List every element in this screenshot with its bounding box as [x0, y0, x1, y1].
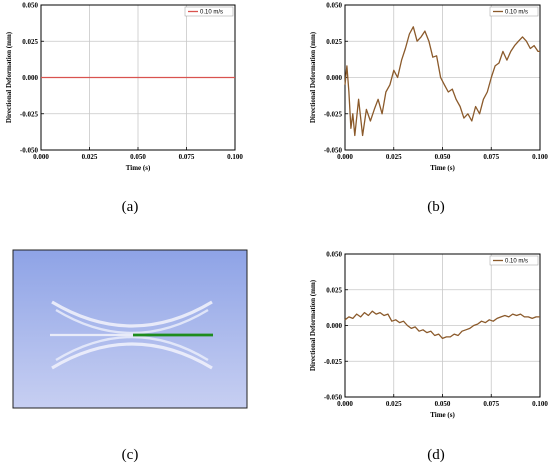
lower-roller-outer	[51, 342, 213, 370]
y-tick-label: 0.050	[326, 251, 342, 259]
series-line	[344, 310, 540, 340]
lower-roller-inner	[55, 335, 209, 362]
y-tick-label: -0.050	[324, 394, 343, 402]
y-tick-label: -0.025	[324, 110, 343, 118]
x-tick-label: 0.100	[227, 153, 243, 161]
x-tick-label: 0.050	[435, 400, 451, 408]
x-tick-label: 0.025	[386, 153, 402, 161]
upper-roller-outer	[51, 300, 213, 328]
upper-roller-inner	[55, 308, 209, 335]
chart-b: 0.000 0.025 0.050 0.075 0.100 0.050 0.025 0.000…	[309, 2, 548, 173]
y-axis-label: Directional Deformation (mm)	[309, 279, 317, 371]
y-tick-label: 0.025	[22, 38, 38, 46]
chart-d: 0.000 0.025 0.050 0.075 0.100 0.050 0.025 0.000…	[309, 251, 548, 420]
y-tick-label: -0.050	[20, 147, 39, 155]
x-tick-label: 0.000	[33, 153, 49, 161]
x-tick-label: 0.000	[337, 153, 353, 161]
y-tick-label: 0.050	[22, 2, 38, 10]
x-tick-label: 0.075	[483, 400, 499, 408]
legend-box	[489, 6, 539, 17]
panel-c-scene	[12, 249, 248, 409]
x-tick-label: 0.050	[435, 153, 451, 161]
x-axis-label: Time (s)	[430, 411, 455, 419]
x-tick-label: 0.000	[337, 400, 353, 408]
caption-b: (b)	[427, 199, 445, 215]
x-tick-label: 0.100	[532, 400, 548, 408]
scene-background	[12, 249, 248, 409]
legend-box	[489, 255, 539, 266]
y-tick-label: 0.050	[326, 2, 342, 10]
y-axis-label: Directional Deformation (mm)	[5, 31, 13, 123]
y-tick-label: 0.000	[326, 322, 342, 330]
x-tick-label: 0.075	[483, 153, 499, 161]
chart-a: 0.000 0.025 0.050 0.075 0.100 0.050 0.025 0.000…	[5, 2, 243, 173]
y-tick-label: 0.025	[326, 286, 342, 294]
caption-c: (c)	[122, 447, 139, 463]
y-tick-label: 0.000	[22, 74, 38, 82]
series-line	[344, 26, 540, 137]
x-tick-label: 0.100	[532, 153, 548, 161]
y-tick-label: 0.000	[326, 74, 342, 82]
y-tick-label: -0.050	[324, 147, 343, 155]
caption-d: (d)	[427, 447, 445, 463]
x-tick-label: 0.075	[179, 153, 195, 161]
legend-label: 0.10 m/s	[505, 10, 528, 16]
x-tick-label: 0.025	[386, 400, 402, 408]
y-tick-label: 0.025	[326, 38, 342, 46]
legend-box	[184, 6, 234, 17]
legend-label: 0.10 m/s	[200, 10, 223, 16]
x-axis-label: Time (s)	[430, 164, 455, 172]
x-tick-label: 0.025	[82, 153, 98, 161]
x-axis-label: Time (s)	[126, 164, 151, 172]
y-tick-label: -0.025	[20, 110, 39, 118]
caption-a: (a)	[122, 199, 139, 215]
legend-label: 0.10 m/s	[505, 259, 528, 265]
x-tick-label: 0.050	[130, 153, 146, 161]
y-tick-label: -0.025	[324, 358, 343, 366]
y-axis-label: Directional Deformation (mm)	[309, 31, 317, 123]
